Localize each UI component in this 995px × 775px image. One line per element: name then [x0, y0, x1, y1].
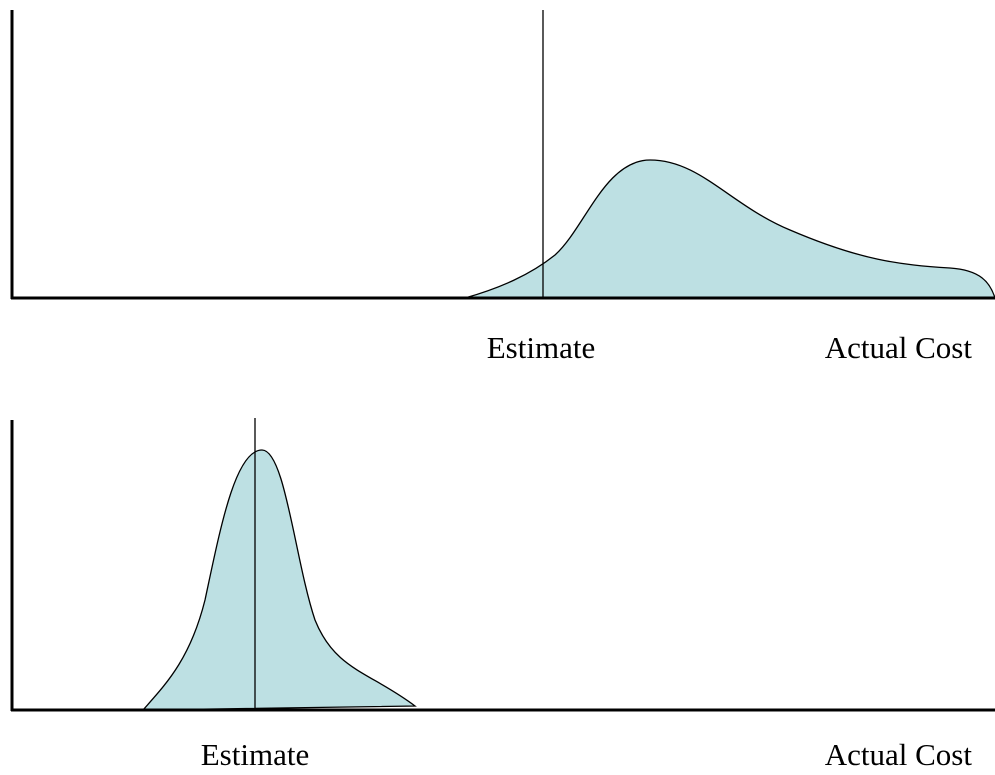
- bottom-panel: Estimate Actual Cost: [10, 418, 995, 772]
- distribution-curve: [464, 159, 995, 299]
- estimate-label: Estimate: [201, 737, 309, 772]
- estimate-label: Estimate: [487, 330, 595, 365]
- axis-label: Actual Cost: [825, 737, 973, 772]
- axis-label: Actual Cost: [825, 330, 973, 365]
- top-panel: Estimate Actual Cost: [10, 10, 995, 365]
- distribution-curve: [141, 449, 417, 711]
